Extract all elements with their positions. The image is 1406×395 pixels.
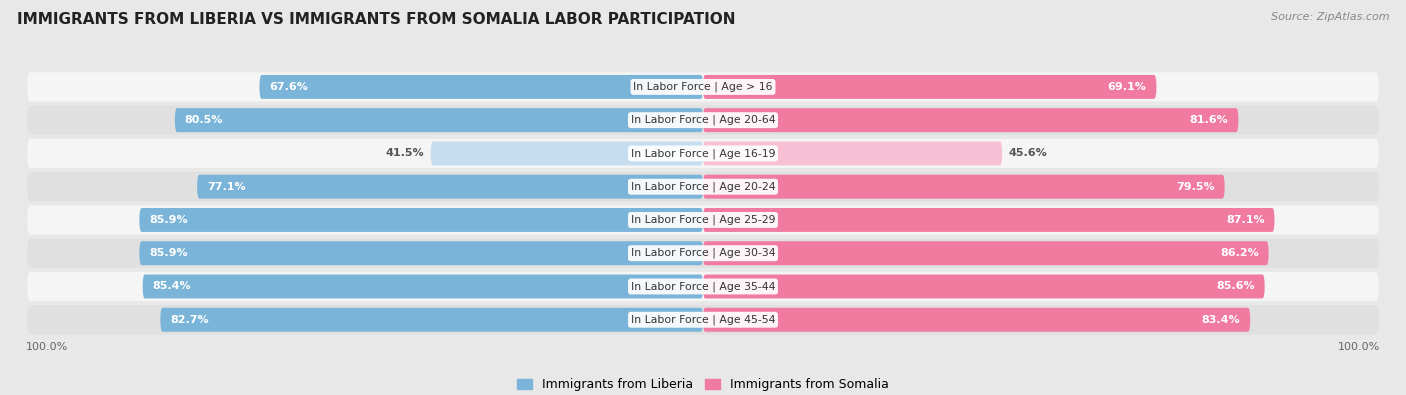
Text: IMMIGRANTS FROM LIBERIA VS IMMIGRANTS FROM SOMALIA LABOR PARTICIPATION: IMMIGRANTS FROM LIBERIA VS IMMIGRANTS FR… <box>17 12 735 27</box>
Legend: Immigrants from Liberia, Immigrants from Somalia: Immigrants from Liberia, Immigrants from… <box>512 373 894 395</box>
Text: In Labor Force | Age 20-64: In Labor Force | Age 20-64 <box>631 115 775 126</box>
Text: Source: ZipAtlas.com: Source: ZipAtlas.com <box>1271 12 1389 22</box>
Text: In Labor Force | Age 25-29: In Labor Force | Age 25-29 <box>631 215 775 225</box>
Text: In Labor Force | Age 20-24: In Labor Force | Age 20-24 <box>631 181 775 192</box>
FancyBboxPatch shape <box>703 308 1250 332</box>
FancyBboxPatch shape <box>139 208 703 232</box>
Text: In Labor Force | Age 35-44: In Labor Force | Age 35-44 <box>631 281 775 292</box>
FancyBboxPatch shape <box>27 172 1379 201</box>
FancyBboxPatch shape <box>174 108 703 132</box>
Text: 77.1%: 77.1% <box>207 182 246 192</box>
FancyBboxPatch shape <box>703 75 1156 99</box>
FancyBboxPatch shape <box>703 175 1225 199</box>
Text: 41.5%: 41.5% <box>385 149 425 158</box>
FancyBboxPatch shape <box>703 241 1268 265</box>
Text: In Labor Force | Age 45-54: In Labor Force | Age 45-54 <box>631 314 775 325</box>
Text: 81.6%: 81.6% <box>1189 115 1229 125</box>
Text: 85.9%: 85.9% <box>149 248 188 258</box>
FancyBboxPatch shape <box>27 239 1379 268</box>
Text: 45.6%: 45.6% <box>1008 149 1047 158</box>
Text: 85.9%: 85.9% <box>149 215 188 225</box>
Text: 80.5%: 80.5% <box>184 115 224 125</box>
Text: 86.2%: 86.2% <box>1220 248 1258 258</box>
FancyBboxPatch shape <box>139 241 703 265</box>
FancyBboxPatch shape <box>260 75 703 99</box>
FancyBboxPatch shape <box>703 141 1002 166</box>
FancyBboxPatch shape <box>27 205 1379 235</box>
Text: 83.4%: 83.4% <box>1202 315 1240 325</box>
Text: In Labor Force | Age 30-34: In Labor Force | Age 30-34 <box>631 248 775 258</box>
Text: 67.6%: 67.6% <box>270 82 308 92</box>
FancyBboxPatch shape <box>27 139 1379 168</box>
FancyBboxPatch shape <box>430 141 703 166</box>
Text: In Labor Force | Age 16-19: In Labor Force | Age 16-19 <box>631 148 775 159</box>
FancyBboxPatch shape <box>27 305 1379 335</box>
Text: In Labor Force | Age > 16: In Labor Force | Age > 16 <box>633 82 773 92</box>
FancyBboxPatch shape <box>27 72 1379 102</box>
FancyBboxPatch shape <box>27 105 1379 135</box>
Text: 79.5%: 79.5% <box>1177 182 1215 192</box>
Text: 85.4%: 85.4% <box>152 282 191 292</box>
Text: 85.6%: 85.6% <box>1216 282 1254 292</box>
Text: 69.1%: 69.1% <box>1108 82 1146 92</box>
Text: 87.1%: 87.1% <box>1226 215 1264 225</box>
Text: 82.7%: 82.7% <box>170 315 209 325</box>
FancyBboxPatch shape <box>703 275 1264 299</box>
FancyBboxPatch shape <box>160 308 703 332</box>
FancyBboxPatch shape <box>703 208 1274 232</box>
FancyBboxPatch shape <box>142 275 703 299</box>
FancyBboxPatch shape <box>27 272 1379 301</box>
FancyBboxPatch shape <box>703 108 1239 132</box>
FancyBboxPatch shape <box>197 175 703 199</box>
